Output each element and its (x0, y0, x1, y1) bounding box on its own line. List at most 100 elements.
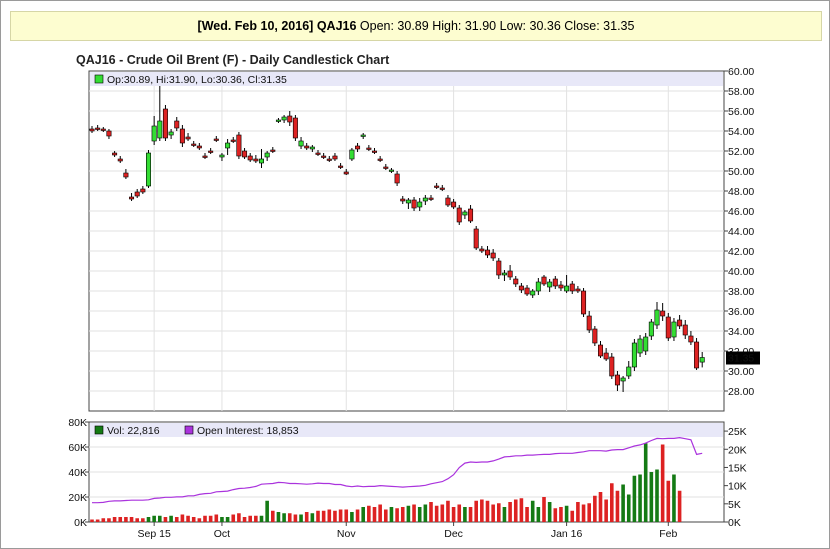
volume-bar (423, 504, 428, 522)
candle-body (258, 158, 264, 164)
candle-body (513, 278, 519, 285)
candle-body (129, 196, 135, 200)
price-tick-label: 58.00 (728, 86, 754, 98)
volume-bar (610, 483, 614, 522)
volume-bar (254, 515, 258, 522)
candle-body (338, 165, 344, 168)
candle-body (219, 154, 225, 158)
ohlc-legend-swatch (94, 74, 104, 84)
candle-body (304, 145, 310, 149)
volume-bar (169, 515, 173, 522)
price-tick-label: 60.00 (728, 66, 754, 78)
candle-body (411, 199, 417, 209)
volume-bar (107, 518, 111, 522)
candle-body (688, 335, 694, 343)
volume-bar (559, 507, 563, 522)
volume-left-tick-label: 0K (74, 517, 87, 529)
volume-right-tick-label: 10K (728, 481, 747, 493)
candle-body (456, 207, 462, 223)
candle-body (660, 310, 666, 317)
price-tick-label: 40.00 (728, 266, 754, 278)
volume-bar (649, 472, 654, 522)
last-price-box (726, 351, 760, 365)
candle-body (146, 152, 152, 187)
volume-bar (485, 500, 490, 522)
candle-body (89, 128, 95, 132)
volume-bar (135, 518, 139, 522)
candle-body (196, 145, 202, 149)
volume-bar (367, 505, 371, 522)
volume-bar (451, 507, 456, 522)
candle-body (530, 290, 536, 296)
volume-bar (355, 509, 360, 522)
volume-bar (287, 513, 292, 522)
volume-bar (446, 500, 450, 522)
volume-bar (593, 495, 597, 522)
candle-body (230, 139, 236, 142)
candle-body (287, 115, 293, 123)
open-interest-line (92, 436, 703, 504)
volume-bar (519, 498, 524, 522)
volume-bar (237, 513, 241, 522)
candle-body (151, 125, 157, 142)
volume-bar (293, 514, 298, 522)
volume-bar (547, 502, 552, 522)
candle-body (626, 366, 632, 377)
volume-bar (513, 499, 518, 522)
candle-body (298, 140, 304, 147)
volume-bar (174, 517, 179, 522)
volume-bar (412, 504, 416, 522)
volume-bar (146, 517, 151, 522)
banner-low: Low: 30.36 (499, 19, 561, 33)
candle-body (315, 152, 321, 155)
candle-body (349, 149, 355, 160)
candle-body (541, 276, 547, 285)
volume-bar (384, 509, 388, 522)
candle-body (682, 324, 688, 336)
volume-bar (655, 469, 659, 522)
volume-right-tick-label: 20K (728, 444, 747, 456)
volume-bar (304, 512, 309, 522)
candle-body (275, 119, 281, 122)
candle-body (242, 150, 248, 158)
volume-bar (615, 490, 620, 522)
volume-bar (525, 507, 529, 522)
volume-bar (271, 510, 275, 522)
volume-bar (542, 497, 546, 522)
candle-body (332, 155, 338, 160)
candle-body (400, 198, 406, 202)
x-axis-label: Dec (444, 528, 463, 540)
volume-bar (378, 504, 382, 522)
volume-bar (480, 499, 484, 522)
candle-body (417, 201, 423, 208)
volume-bar (350, 512, 354, 522)
volume-bar (248, 515, 252, 522)
candle-body (236, 134, 242, 157)
candle-body (168, 131, 174, 136)
volume-bar (474, 500, 478, 522)
volume-bar (632, 475, 637, 522)
candle-body (422, 197, 428, 202)
banner-close: Close: 31.35 (564, 19, 635, 33)
volume-bar (316, 510, 320, 522)
candle-body (247, 155, 253, 161)
candle-body (174, 120, 180, 129)
candle-body (428, 197, 434, 200)
volume-bar (429, 502, 433, 522)
candle-body (213, 138, 219, 141)
banner-symbol: QAJ16 (316, 19, 357, 33)
candle-body (581, 290, 587, 315)
volume-bar (621, 484, 625, 522)
volume-bar (417, 507, 422, 522)
volume-bar (440, 504, 445, 522)
volume-bar (570, 510, 575, 522)
candle-body (564, 285, 570, 292)
candle-body (569, 283, 575, 292)
volume-bar (598, 492, 603, 522)
candle-body (112, 152, 118, 156)
candle-body (117, 158, 123, 162)
candle-body (394, 173, 400, 184)
volume-right-tick-label: 5K (728, 499, 741, 511)
price-tick-label: 46.00 (728, 206, 754, 218)
price-tick-label: 30.00 (728, 366, 754, 378)
